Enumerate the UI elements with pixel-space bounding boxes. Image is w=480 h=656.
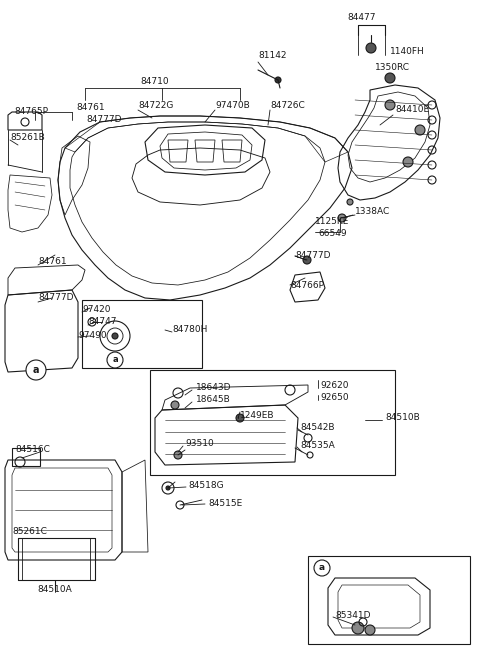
Text: 85341D: 85341D bbox=[335, 611, 371, 619]
Circle shape bbox=[352, 622, 364, 634]
Text: 84510A: 84510A bbox=[37, 586, 72, 594]
Text: 84761: 84761 bbox=[38, 258, 67, 266]
Text: 84535A: 84535A bbox=[300, 440, 335, 449]
Circle shape bbox=[314, 560, 330, 576]
Text: 84410E: 84410E bbox=[395, 106, 429, 115]
Text: 84477: 84477 bbox=[348, 14, 376, 22]
Circle shape bbox=[365, 625, 375, 635]
Circle shape bbox=[303, 256, 311, 264]
Bar bbox=[308, 556, 470, 644]
Circle shape bbox=[415, 125, 425, 135]
Text: 84726C: 84726C bbox=[270, 100, 305, 110]
Text: 92650: 92650 bbox=[320, 392, 348, 401]
Text: 84765P: 84765P bbox=[14, 108, 48, 117]
Text: 84777D: 84777D bbox=[86, 115, 121, 125]
Circle shape bbox=[174, 451, 182, 459]
Circle shape bbox=[366, 43, 376, 53]
Text: 84722G: 84722G bbox=[138, 100, 173, 110]
Text: 85261B: 85261B bbox=[10, 133, 45, 142]
Circle shape bbox=[347, 199, 353, 205]
Text: 66549: 66549 bbox=[318, 228, 347, 237]
Text: 18645B: 18645B bbox=[196, 396, 231, 405]
Circle shape bbox=[236, 414, 244, 422]
Text: 84777D: 84777D bbox=[38, 293, 73, 302]
Text: 84710: 84710 bbox=[141, 77, 169, 87]
Text: 1249EB: 1249EB bbox=[240, 411, 275, 420]
Circle shape bbox=[403, 157, 413, 167]
Text: 84777D: 84777D bbox=[295, 251, 331, 260]
Text: 81142: 81142 bbox=[258, 51, 287, 60]
Text: 1125KE: 1125KE bbox=[315, 218, 349, 226]
Text: 97470B: 97470B bbox=[215, 100, 250, 110]
Bar bbox=[82, 300, 202, 368]
Circle shape bbox=[112, 333, 118, 339]
Text: 18643D: 18643D bbox=[196, 384, 231, 392]
Circle shape bbox=[385, 100, 395, 110]
Bar bbox=[12, 448, 40, 466]
Text: 84510B: 84510B bbox=[385, 413, 420, 422]
Text: 1140FH: 1140FH bbox=[390, 47, 425, 56]
Text: 84780H: 84780H bbox=[172, 325, 207, 335]
Circle shape bbox=[275, 77, 281, 83]
Text: 97490: 97490 bbox=[78, 331, 107, 340]
Text: 84542B: 84542B bbox=[300, 424, 335, 432]
Text: 84747: 84747 bbox=[88, 318, 117, 327]
Text: 97420: 97420 bbox=[82, 306, 110, 314]
Text: 84518G: 84518G bbox=[188, 480, 224, 489]
Text: a: a bbox=[33, 365, 39, 375]
Text: 84766P: 84766P bbox=[290, 281, 324, 289]
Text: 92620: 92620 bbox=[320, 380, 348, 390]
Circle shape bbox=[166, 486, 170, 490]
Text: 1338AC: 1338AC bbox=[355, 207, 390, 216]
Bar bbox=[150, 370, 395, 475]
Text: 1350RC: 1350RC bbox=[375, 64, 410, 73]
Circle shape bbox=[338, 214, 346, 222]
Circle shape bbox=[171, 401, 179, 409]
Circle shape bbox=[26, 360, 46, 380]
Text: 84516C: 84516C bbox=[15, 445, 50, 455]
Text: 93510: 93510 bbox=[185, 440, 214, 449]
Circle shape bbox=[107, 352, 123, 368]
Circle shape bbox=[385, 73, 395, 83]
Text: 85261C: 85261C bbox=[12, 527, 47, 537]
Text: a: a bbox=[319, 564, 325, 573]
Text: a: a bbox=[112, 356, 118, 365]
Text: 84761: 84761 bbox=[76, 104, 105, 112]
Text: 84515E: 84515E bbox=[208, 499, 242, 508]
